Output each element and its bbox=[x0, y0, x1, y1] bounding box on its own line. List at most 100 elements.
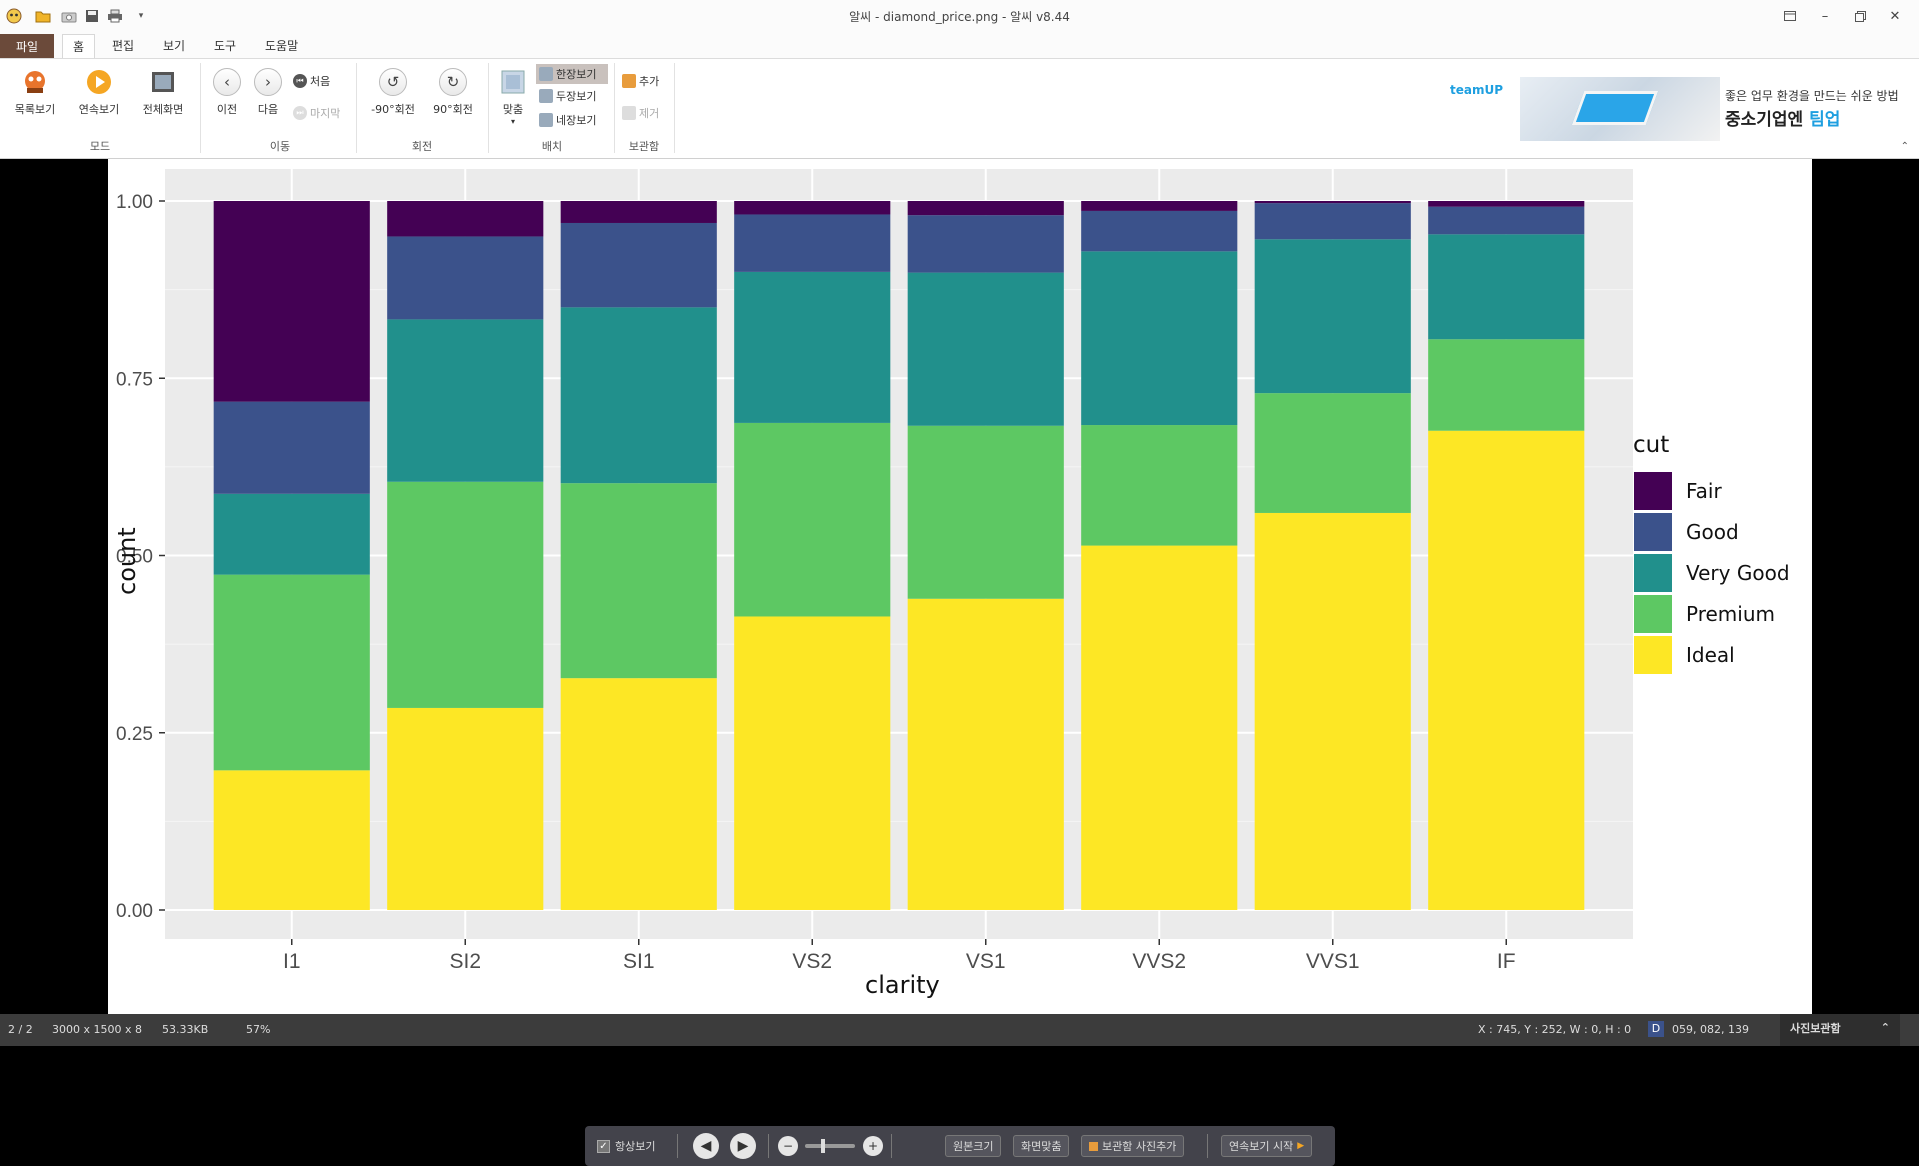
legend-key bbox=[1634, 554, 1672, 592]
bar-segment bbox=[387, 481, 544, 708]
single-view-icon bbox=[539, 67, 553, 81]
last-button[interactable]: ⏭ 마지막 bbox=[293, 105, 340, 121]
photo-album-label: 사진보관함 bbox=[1790, 1022, 1841, 1035]
album-icon bbox=[1089, 1141, 1098, 1151]
two-view-button[interactable]: 두장보기 bbox=[539, 88, 596, 104]
first-button[interactable]: ⏮ 처음 bbox=[293, 73, 330, 89]
legend-label: Ideal bbox=[1686, 643, 1735, 667]
fit-icon bbox=[498, 67, 528, 97]
legend-key bbox=[1634, 595, 1672, 633]
add-to-album-label: 보관함 사진추가 bbox=[1102, 1140, 1177, 1153]
ribbon: 목록보기 연속보기 전체화면 모드 ‹ 이전 › 다음 ⏮ 처음 ⏭ 마지막 이… bbox=[0, 58, 1919, 159]
group-label-mode: 모드 bbox=[89, 140, 111, 153]
group-label-rotate: 회전 bbox=[411, 140, 433, 153]
rotate-right-button[interactable]: ↻ 90°회전 bbox=[428, 67, 478, 117]
open-folder-icon[interactable] bbox=[34, 7, 52, 25]
always-on-top-label: 항상보기 bbox=[615, 1140, 656, 1153]
cursor-coordinates: X : 745, Y : 252, W : 0, H : 0 bbox=[1478, 1023, 1632, 1036]
image-dimensions: 3000 x 1500 x 8 bbox=[52, 1023, 142, 1036]
image-viewer: 0.00 0.25 0.50 0.75 1.00 I1 SI2 SI1 VS2 VS1 VVS2 VV… bbox=[0, 159, 1919, 1166]
image-index: 2 / 2 bbox=[8, 1023, 33, 1036]
ad-headline: 중소기업엔 팀업 bbox=[1725, 110, 1841, 130]
bar-chart: 0.00 0.25 0.50 0.75 1.00 I1 SI2 SI1 VS2 VS1 VVS2 VV… bbox=[116, 169, 1633, 973]
prev-image-icon[interactable]: ◀ bbox=[693, 1133, 719, 1159]
single-view-label: 한장보기 bbox=[556, 68, 597, 81]
always-on-top-toggle[interactable]: ✓ 항상보기 bbox=[597, 1135, 655, 1157]
zoom-slider-handle[interactable] bbox=[821, 1139, 825, 1153]
next-button[interactable]: › 다음 bbox=[251, 67, 285, 117]
fit-screen-button[interactable]: 화면맞춤 bbox=[1013, 1135, 1070, 1157]
y-tick-label: 0.75 bbox=[116, 369, 153, 390]
bar-segment bbox=[1428, 339, 1585, 431]
fit-button[interactable]: 맞춤 ▾ bbox=[496, 67, 530, 126]
list-view-icon bbox=[20, 67, 50, 97]
ad-banner[interactable]: teamUP 좋은 업무 환경을 만드는 쉬운 방법 중소기업엔 팀업 bbox=[1450, 77, 1910, 141]
x-tick-label: VVS1 bbox=[1306, 950, 1360, 973]
bar-segment bbox=[560, 307, 717, 484]
zoom-in-icon[interactable]: + bbox=[863, 1136, 883, 1156]
window-title: 알씨 - diamond_price.png - 알씨 v8.44 bbox=[849, 10, 1070, 24]
album-remove-icon bbox=[622, 106, 636, 120]
photo-album-panel-toggle[interactable]: 사진보관함 ⌃ bbox=[1780, 1014, 1900, 1046]
slideshow-button[interactable]: 연속보기 bbox=[74, 67, 124, 117]
bar-segment bbox=[560, 483, 717, 679]
tab-file[interactable]: 파일 bbox=[0, 34, 54, 58]
displayed-image: 0.00 0.25 0.50 0.75 1.00 I1 SI2 SI1 VS2 VS1 VVS2 VV… bbox=[108, 159, 1812, 1014]
ribbon-tabs: 파일 홈 편집 보기 도구 도움말 bbox=[0, 32, 1919, 58]
album-remove-button[interactable]: 제거 bbox=[622, 105, 659, 121]
save-icon[interactable] bbox=[83, 7, 101, 25]
x-tick-label: VS1 bbox=[966, 950, 1006, 973]
y-tick-label: 0.25 bbox=[116, 724, 153, 745]
tab-view[interactable]: 보기 bbox=[163, 39, 186, 53]
bar-segment bbox=[213, 770, 370, 910]
list-view-label: 목록보기 bbox=[14, 103, 56, 116]
two-view-label: 두장보기 bbox=[556, 90, 597, 103]
tab-home[interactable]: 홈 bbox=[62, 34, 96, 58]
pixel-color-value: 059, 082, 139 bbox=[1672, 1023, 1749, 1036]
tab-tools[interactable]: 도구 bbox=[214, 39, 237, 53]
y-axis-label: count bbox=[113, 527, 141, 595]
minimize-button[interactable]: – bbox=[1821, 8, 1829, 24]
bar-segment bbox=[907, 215, 1064, 273]
rotate-left-icon: ↺ bbox=[379, 68, 407, 96]
group-divider bbox=[674, 63, 675, 153]
add-to-album-button[interactable]: 보관함 사진추가 bbox=[1081, 1135, 1185, 1157]
bar-segment bbox=[1081, 210, 1238, 252]
prev-button[interactable]: ‹ 이전 bbox=[210, 67, 244, 117]
zoom-slider[interactable] bbox=[805, 1139, 855, 1153]
restore-layout-icon[interactable] bbox=[1775, 4, 1805, 28]
four-view-button[interactable]: 네장보기 bbox=[539, 112, 596, 128]
original-size-button[interactable]: 원본크기 bbox=[945, 1135, 1002, 1157]
collapse-ribbon-icon[interactable]: ⌃ bbox=[1900, 141, 1909, 152]
close-button[interactable]: ✕ bbox=[1889, 8, 1901, 24]
rotate-left-button[interactable]: ↺ -90°회전 bbox=[366, 67, 420, 117]
quick-access-dropdown-icon[interactable]: ▾ bbox=[138, 11, 144, 21]
prev-label: 이전 bbox=[216, 103, 238, 116]
single-view-button[interactable]: 한장보기 bbox=[536, 64, 608, 84]
bar-segment bbox=[1081, 251, 1238, 426]
tab-edit[interactable]: 편집 bbox=[112, 39, 135, 53]
bar-segment bbox=[907, 201, 1064, 216]
zoom-out-icon[interactable]: − bbox=[778, 1136, 798, 1156]
album-add-button[interactable]: 추가 bbox=[622, 73, 659, 89]
ad-logo: teamUP bbox=[1450, 83, 1504, 97]
album-remove-label: 제거 bbox=[639, 107, 660, 120]
album-add-icon bbox=[622, 74, 636, 88]
print-icon[interactable] bbox=[106, 7, 124, 25]
group-divider bbox=[614, 63, 615, 153]
y-tick-label: 1.00 bbox=[116, 192, 153, 213]
bar-segment bbox=[387, 707, 544, 910]
next-image-icon[interactable]: ▶ bbox=[730, 1133, 756, 1159]
start-slideshow-button[interactable]: 연속보기 시작 ▶ bbox=[1221, 1135, 1313, 1157]
title-bar: ▾ 알씨 - diamond_price.png - 알씨 v8.44 – ✕ bbox=[0, 0, 1919, 32]
fullscreen-button[interactable]: 전체화면 bbox=[138, 67, 188, 117]
list-view-button[interactable]: 목록보기 bbox=[10, 67, 60, 117]
expand-icon: ⌃ bbox=[1880, 1021, 1890, 1034]
four-view-label: 네장보기 bbox=[556, 114, 597, 127]
tab-help[interactable]: 도움말 bbox=[265, 39, 299, 53]
two-view-icon bbox=[539, 89, 553, 103]
legend-label: Very Good bbox=[1686, 561, 1790, 585]
bar-segment bbox=[560, 678, 717, 910]
maximize-button[interactable] bbox=[1845, 4, 1875, 28]
camera-icon[interactable] bbox=[60, 7, 78, 25]
